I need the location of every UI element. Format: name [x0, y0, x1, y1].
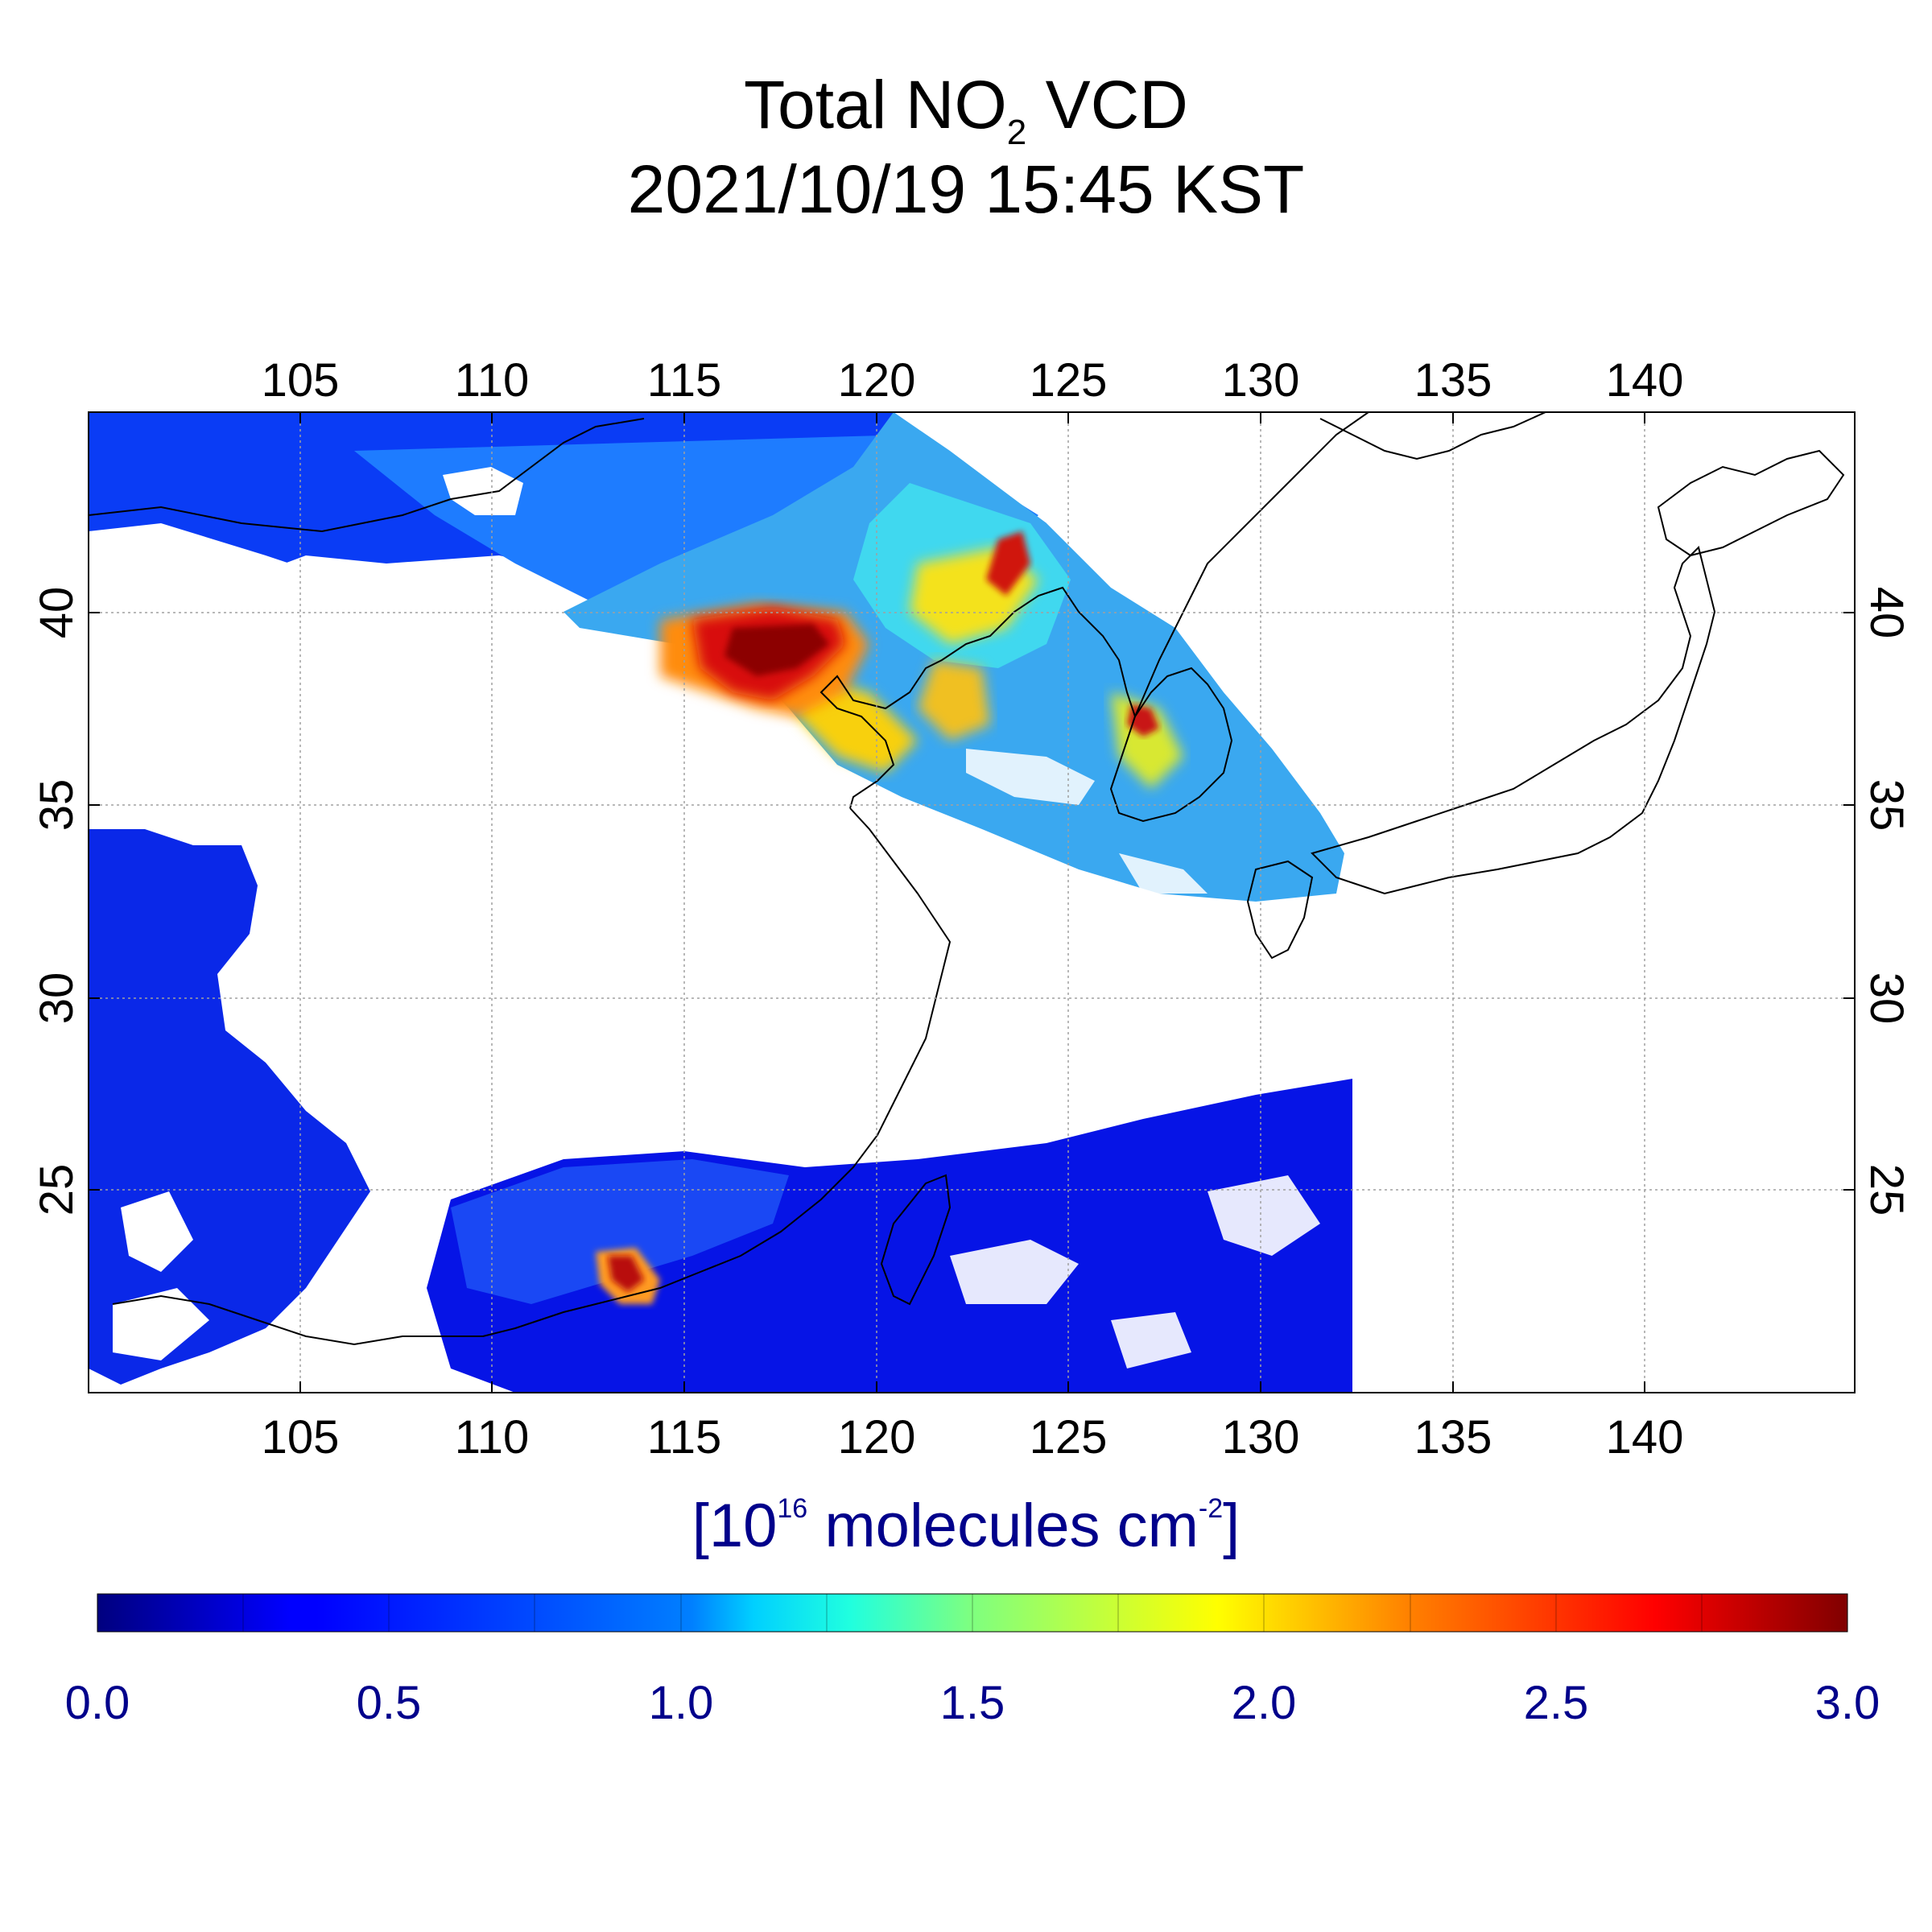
lon-label-bottom: 130 [1222, 1411, 1300, 1463]
map-title: Total NO2 VCD [0, 71, 1932, 151]
lat-labels-left: 25 30 35 40 [31, 587, 83, 1216]
lon-label-bottom: 135 [1414, 1411, 1492, 1463]
border-southwest [112, 1294, 451, 1346]
hotspot-shenyang [986, 531, 1030, 596]
cloud-north [443, 467, 523, 515]
south-west-hole [121, 1191, 193, 1272]
colorbar-label: 2.5 [1523, 1677, 1589, 1729]
coast-korea [1109, 667, 1233, 823]
colorbar-label: 2.0 [1231, 1677, 1297, 1729]
lat-label-left: 30 [31, 972, 83, 1025]
lon-labels-top: 105 110 115 120 125 130 135 140 [262, 354, 1684, 407]
coast-russia [1319, 412, 1546, 460]
lon-label-top: 130 [1222, 354, 1300, 407]
lat-label-right: 35 [1860, 779, 1913, 832]
colorbar-unit: [1016 molecules cm-2] [691, 1492, 1241, 1560]
colorbar [97, 1593, 1848, 1633]
south-clouds [950, 1240, 1079, 1304]
coast-japan-hokkaido [1657, 449, 1845, 557]
lon-label-top: 135 [1414, 354, 1492, 407]
coast-korea-north [1134, 412, 1369, 717]
hotspot-seoul [1127, 704, 1159, 737]
lat-label-left: 25 [31, 1164, 83, 1216]
coast-japan-honshu [1311, 546, 1716, 895]
lon-label-top: 115 [647, 354, 721, 407]
swath-clouds-2 [1119, 853, 1208, 894]
map-datetime: 2021/10/19 15:45 KST [627, 151, 1305, 227]
colorbar-label: 0.0 [64, 1677, 130, 1729]
lat-label-right: 30 [1860, 972, 1913, 1025]
lon-label-top: 120 [838, 354, 916, 407]
coast-mainland [819, 586, 1136, 809]
border-north [89, 418, 645, 533]
lon-labels-bottom: 105 110 115 120 125 130 135 140 [262, 1411, 1684, 1463]
lon-label-top: 140 [1606, 354, 1684, 407]
plume-yellow-shandong [918, 660, 990, 741]
cloud-north-2 [89, 523, 338, 628]
title-subscript: 2 [1006, 113, 1027, 152]
colorbar-ticks [242, 1594, 1703, 1632]
lon-label-bottom: 110 [455, 1411, 529, 1463]
lat-label-left: 40 [31, 587, 83, 639]
title-prefix: Total NO [744, 67, 1007, 142]
lon-label-top: 125 [1030, 354, 1108, 407]
no2-data-layer [89, 412, 1352, 1393]
swath-clouds [966, 749, 1095, 805]
lat-label-right: 40 [1860, 587, 1913, 639]
graticule [89, 412, 1855, 1393]
lon-label-bottom: 125 [1030, 1411, 1108, 1463]
lat-label-right: 25 [1860, 1164, 1913, 1216]
hotspot-prd-red [608, 1256, 644, 1292]
coastline-layer [89, 412, 1845, 1346]
map-frame [88, 411, 1856, 1393]
tick-marks [89, 412, 1855, 1393]
lon-label-top: 105 [262, 354, 340, 407]
lat-labels-right: 25 30 35 40 [1860, 587, 1913, 1216]
colorbar-label: 0.5 [356, 1677, 422, 1729]
lat-label-left: 35 [31, 779, 83, 832]
lon-label-bottom: 140 [1606, 1411, 1684, 1463]
south-clouds-2 [1208, 1175, 1320, 1256]
coast-east-china [451, 807, 952, 1337]
colorbar-label: 1.0 [648, 1677, 714, 1729]
lon-label-top: 110 [455, 354, 529, 407]
lon-label-bottom: 115 [647, 1411, 721, 1463]
south-west-hole-2 [113, 1288, 209, 1360]
colorbar-label: 3.0 [1814, 1677, 1880, 1729]
title-suffix: VCD [1026, 67, 1188, 142]
lon-label-bottom: 120 [838, 1411, 916, 1463]
colorbar-label: 1.5 [939, 1677, 1005, 1729]
south-swath-lighter [451, 1159, 789, 1304]
south-clouds-3 [1111, 1312, 1191, 1368]
coast-japan-kyushu [1246, 860, 1314, 960]
lon-label-bottom: 105 [262, 1411, 340, 1463]
hotspot-beijing-dark [724, 624, 829, 676]
coast-taiwan [880, 1174, 952, 1306]
